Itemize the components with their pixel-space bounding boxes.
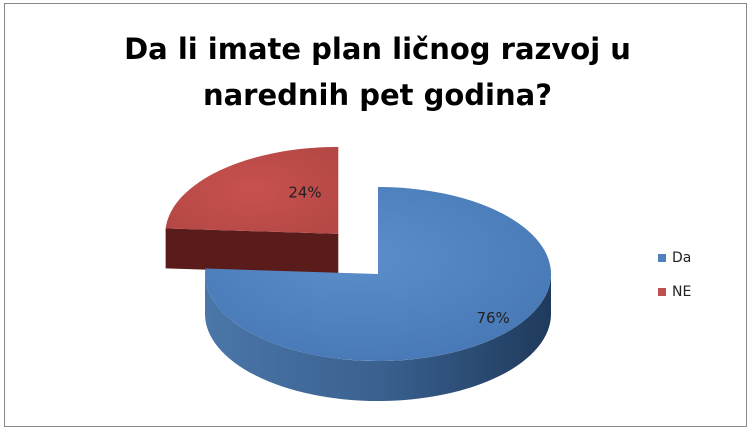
slice-ne-wall	[165, 228, 339, 274]
chart-title-line-2: narednih pet godina?	[202, 78, 553, 112]
legend-label-ne: NE	[672, 284, 692, 300]
legend-swatch-ne	[658, 288, 666, 296]
legend-label-da: Da	[672, 250, 692, 266]
legend-item-da: Da	[658, 248, 691, 268]
slice-ne	[165, 146, 339, 234]
data-label-da: 76%	[476, 309, 509, 327]
chart-title: Da li imate plan ličnog razvoj u naredni…	[0, 26, 755, 118]
data-label-ne: 24%	[288, 183, 321, 201]
slice-da-rim	[205, 274, 551, 401]
legend-swatch-da	[658, 254, 666, 262]
slice-da	[205, 187, 551, 361]
legend-item-ne: NE	[658, 282, 691, 302]
legend: Da NE	[658, 248, 691, 316]
chart-title-line-1: Da li imate plan ličnog razvoj u	[124, 32, 631, 66]
